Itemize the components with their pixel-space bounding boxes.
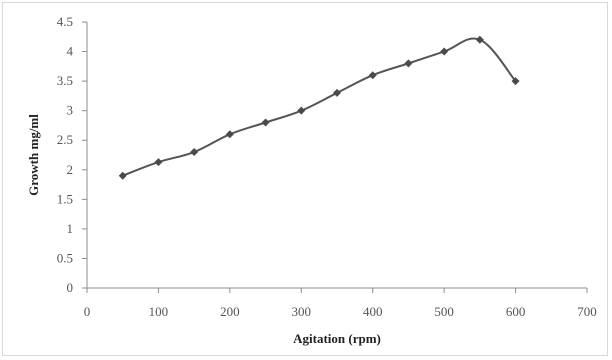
data-point (475, 35, 484, 44)
data-point (190, 148, 199, 157)
y-axis-ticks: 0 0.5 1 1.5 2 2.5 3 3.5 4 4.5 (57, 14, 87, 295)
x-tick-label: 700 (577, 304, 597, 319)
chart-frame (2, 2, 608, 356)
data-point (225, 130, 234, 139)
axes (86, 22, 587, 289)
y-tick-label: 0 (67, 280, 74, 295)
y-axis-title: Growth mg/ml (26, 114, 41, 196)
x-tick-label: 200 (220, 304, 240, 319)
data-point (333, 88, 341, 97)
y-tick-label: 1.5 (57, 191, 73, 206)
x-tick-label: 100 (149, 304, 169, 319)
y-tick-label: 4.5 (57, 14, 73, 29)
series-line (122, 37, 517, 177)
y-tick-label: 0.5 (57, 250, 73, 265)
data-point (297, 106, 306, 115)
data-point (154, 158, 163, 167)
data-point (118, 171, 127, 180)
x-tick-label: 300 (292, 304, 312, 319)
x-tick-label: 0 (84, 304, 91, 319)
x-axis-ticks: 0 100 200 300 400 500 600 700 (84, 288, 597, 319)
data-point (440, 47, 449, 56)
data-point (511, 77, 520, 86)
x-tick-label: 500 (434, 304, 454, 319)
y-tick-label: 2 (67, 162, 74, 177)
data-point (404, 59, 413, 68)
x-tick-label: 600 (506, 304, 526, 319)
data-point (261, 118, 270, 127)
y-tick-label: 2.5 (57, 132, 73, 147)
y-tick-label: 3.5 (57, 73, 73, 88)
y-tick-label: 4 (67, 44, 74, 59)
y-tick-label: 1 (67, 221, 74, 236)
data-point (368, 71, 377, 80)
y-tick-label: 3 (67, 103, 74, 118)
series-group (118, 35, 520, 180)
x-tick-label: 400 (363, 304, 383, 319)
x-axis-title: Agitation (rpm) (293, 331, 381, 346)
